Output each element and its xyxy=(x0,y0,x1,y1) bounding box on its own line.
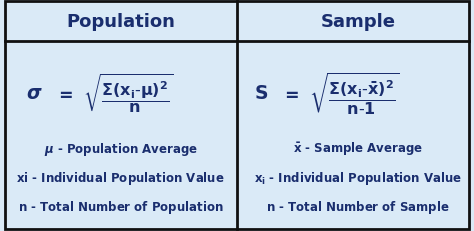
Text: Population: Population xyxy=(66,13,175,31)
Text: $\mathbf{x_i}$ - Individual Population Value: $\mathbf{x_i}$ - Individual Population V… xyxy=(254,169,462,186)
Text: $\mathbf{\bar{x}}$ - Sample Average: $\mathbf{\bar{x}}$ - Sample Average xyxy=(293,140,423,158)
Text: $\boldsymbol{\mu}$ - Population Average: $\boldsymbol{\mu}$ - Population Average xyxy=(44,140,198,158)
Text: $\mathbf{xi}$ - Individual Population Value: $\mathbf{xi}$ - Individual Population Va… xyxy=(17,169,225,186)
Text: $\sqrt{\dfrac{\mathbf{\Sigma(x_i\text{-}\mu)^2}}{\mathbf{n}}}$: $\sqrt{\dfrac{\mathbf{\Sigma(x_i\text{-}… xyxy=(83,73,173,115)
Text: $\mathbf{n}$ - Total Number of Sample: $\mathbf{n}$ - Total Number of Sample xyxy=(266,198,450,215)
Text: $\boldsymbol{\sigma}$: $\boldsymbol{\sigma}$ xyxy=(26,84,43,103)
Text: $\sqrt{\dfrac{\mathbf{\Sigma(x_i\text{-}\bar{x})^2}}{\mathbf{n\text{-}1}}}$: $\sqrt{\dfrac{\mathbf{\Sigma(x_i\text{-}… xyxy=(309,71,400,116)
Text: $\mathbf{S}$: $\mathbf{S}$ xyxy=(254,84,268,103)
Text: $\mathbf{=}$: $\mathbf{=}$ xyxy=(55,85,73,103)
Text: $\mathbf{n}$ - Total Number of Population: $\mathbf{n}$ - Total Number of Populatio… xyxy=(18,198,224,215)
Text: Sample: Sample xyxy=(320,13,395,31)
Text: $\mathbf{=}$: $\mathbf{=}$ xyxy=(281,85,299,103)
